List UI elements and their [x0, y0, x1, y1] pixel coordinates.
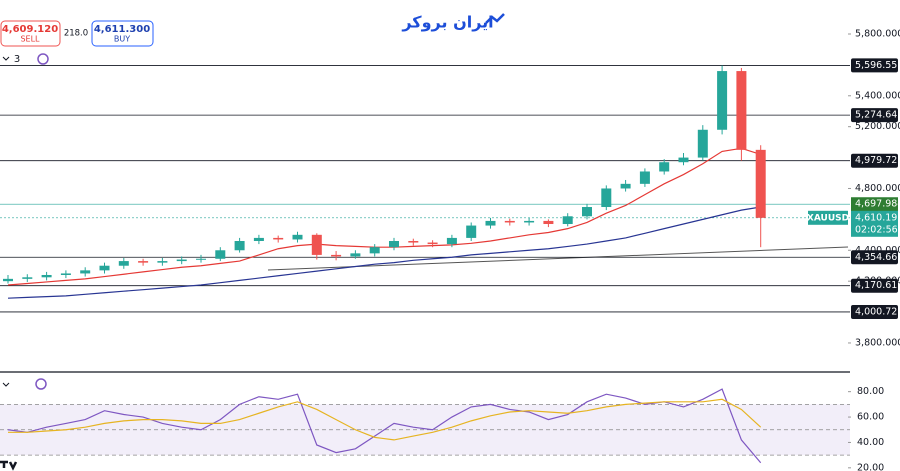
rsi-background	[0, 404, 850, 456]
y-tick-label: 5,800.000	[855, 28, 900, 39]
candle-body	[331, 254, 342, 257]
sell-button[interactable]	[0, 20, 61, 47]
candle-body	[562, 216, 573, 225]
candle-body	[582, 207, 592, 217]
logo: ایران بروکر	[401, 13, 493, 32]
candle-body	[292, 234, 303, 240]
last-price-tag	[851, 210, 898, 237]
candle-body	[543, 220, 554, 225]
candle-body	[504, 220, 515, 223]
candle-body	[311, 234, 322, 255]
symbol: XAUUSD	[807, 213, 849, 223]
level-label: 5,274.642	[855, 110, 900, 121]
level-label: 4,170.613	[855, 280, 900, 291]
candle-body	[389, 241, 399, 248]
moving-average	[7, 147, 761, 286]
buy-button[interactable]	[91, 20, 154, 47]
candle-body	[196, 258, 206, 260]
moving-average	[7, 206, 761, 299]
level-tag	[851, 250, 898, 265]
y-tick-label: 3,800.000	[855, 337, 900, 348]
prev-price-tag	[851, 197, 898, 212]
level-tag	[851, 278, 898, 293]
candle-body	[215, 250, 226, 259]
level-tag	[851, 153, 898, 168]
candle-body	[446, 237, 457, 245]
candle-body	[22, 277, 33, 279]
y-tick-label: 20.00	[857, 462, 884, 471]
candle-body	[253, 237, 264, 242]
candle-body	[659, 162, 670, 172]
candle-body	[620, 183, 631, 189]
rsi-line	[7, 388, 762, 464]
y-tick-label: 80.00	[857, 386, 884, 397]
candle-body	[273, 237, 284, 240]
level-label: 4,354.662	[855, 252, 900, 263]
rsi-line	[8, 398, 762, 441]
level-tag	[851, 304, 898, 319]
prev-price-label: 4,697.984	[855, 199, 900, 210]
candle-body	[485, 220, 496, 226]
collapse-icon[interactable]	[2, 382, 10, 387]
level-label: 5,596.551	[855, 60, 900, 71]
refresh-icon[interactable]	[37, 53, 49, 65]
candle-body	[3, 278, 13, 282]
level-tag	[851, 58, 898, 73]
y-tick-label: 40.00	[857, 437, 884, 448]
y-tick-label: 5,200.000	[855, 121, 900, 132]
candle-body	[466, 225, 477, 238]
refresh-icon[interactable]	[35, 378, 47, 390]
symbol-tag	[808, 210, 848, 225]
candle-body	[755, 149, 766, 218]
candle-body	[697, 129, 708, 158]
last-price-label: 4,610.195	[855, 212, 900, 223]
candle-body	[60, 273, 71, 275]
candle-body	[80, 270, 91, 274]
sell-price: 4,609.120	[2, 24, 58, 35]
candle-body	[408, 241, 419, 243]
candle-body	[524, 220, 535, 223]
countdown: 02:02:56	[855, 224, 898, 235]
y-tick-label: 60.00	[857, 412, 884, 423]
candle-body	[678, 157, 689, 163]
y-tick-label: 5,400.000	[855, 90, 900, 101]
candle-body	[717, 71, 728, 130]
candle-body	[736, 71, 747, 150]
interval: 3	[14, 54, 20, 65]
y-tick-label: 4,800.000	[855, 183, 900, 194]
trend-line	[267, 246, 849, 271]
logo-icon	[485, 13, 505, 24]
candle-body	[350, 253, 361, 257]
level-label: 4,000.721	[855, 306, 900, 317]
candle-body	[601, 188, 612, 208]
level-label: 4,979.725	[855, 155, 900, 166]
candle-body	[369, 247, 380, 254]
spread: 218.0	[64, 29, 88, 39]
collapse-icon[interactable]	[2, 56, 10, 61]
candle-body	[138, 261, 149, 263]
candle-body	[234, 241, 245, 251]
candle-body	[427, 242, 438, 245]
candle-body	[41, 274, 52, 278]
level-tag	[851, 108, 898, 123]
candle-body	[118, 261, 129, 266]
buy-price: 4,611.300	[94, 24, 150, 35]
buy-label: BUY	[114, 35, 130, 44]
tv-logo	[0, 460, 18, 471]
candle-body	[639, 171, 650, 184]
candle-body	[157, 261, 168, 263]
y-tick-label: 4,400.000	[855, 245, 900, 256]
candle-body	[99, 265, 110, 271]
candle-body	[176, 259, 187, 262]
sell-label: SELL	[20, 35, 40, 44]
